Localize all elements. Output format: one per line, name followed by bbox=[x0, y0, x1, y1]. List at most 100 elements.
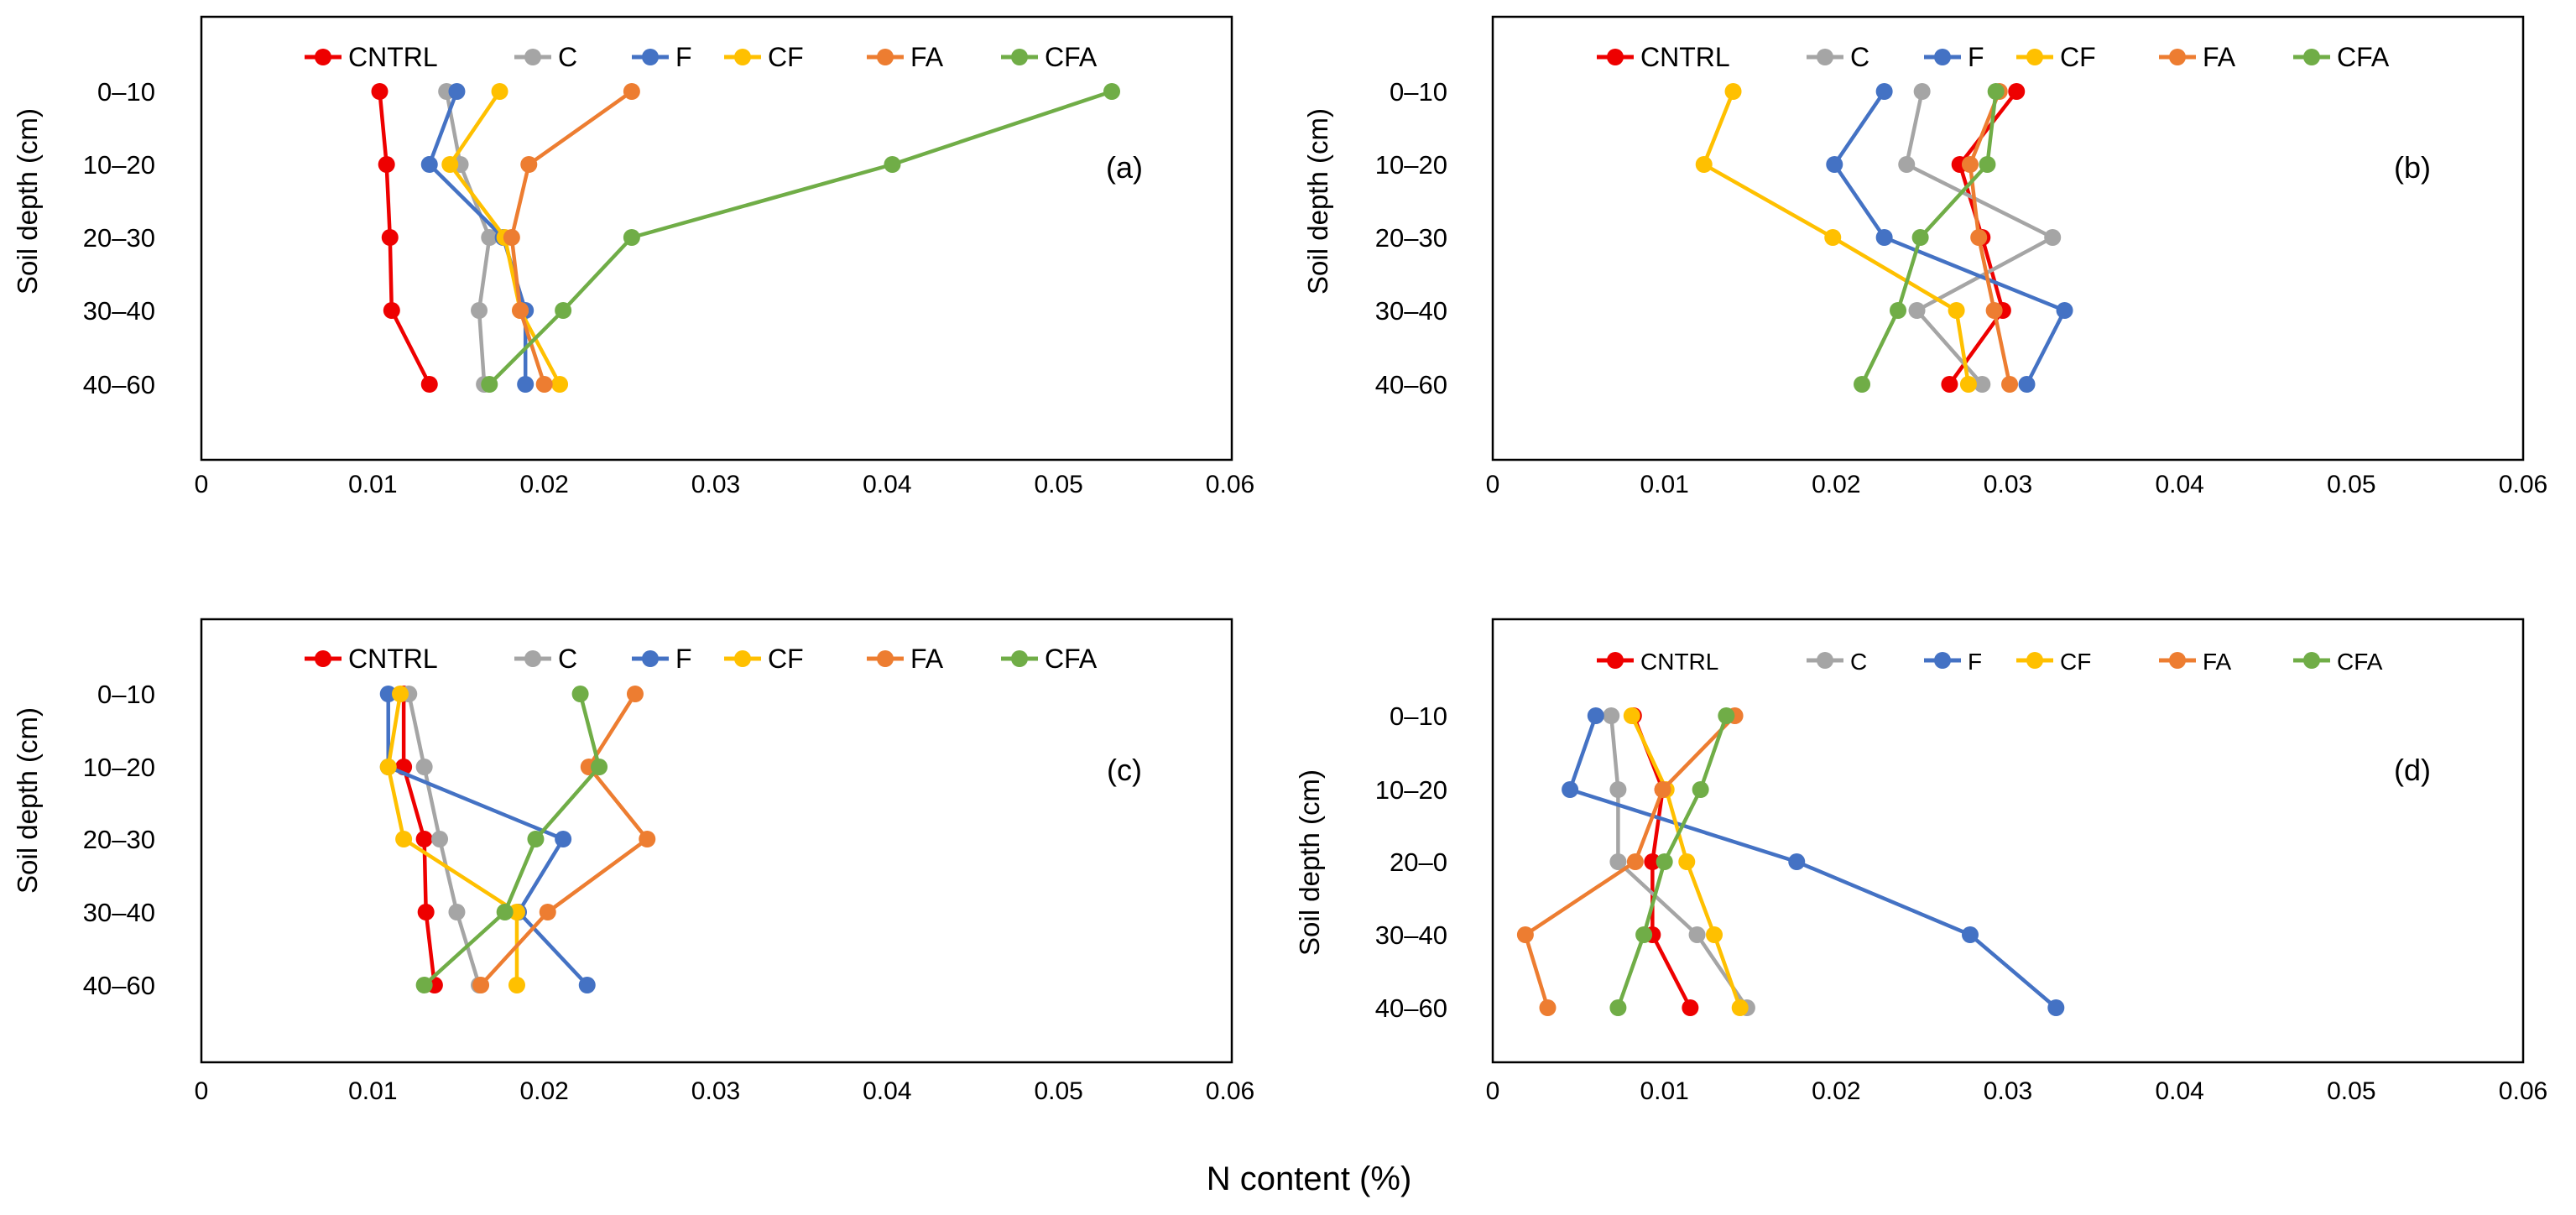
legend-swatch-marker bbox=[524, 49, 541, 65]
legend-swatch-marker bbox=[2303, 652, 2320, 669]
data-point-c bbox=[431, 831, 449, 847]
data-point-c bbox=[1974, 376, 1991, 393]
data-point-cf bbox=[1731, 999, 1749, 1016]
y-tick-label: 20–30 bbox=[83, 223, 155, 253]
data-point-fa bbox=[472, 977, 490, 993]
panel-label: (c) bbox=[1107, 753, 1142, 787]
x-tick-label: 0 bbox=[195, 1077, 209, 1105]
data-point-cntrl bbox=[415, 831, 433, 847]
x-tick-label: 0.02 bbox=[519, 1077, 568, 1105]
y-axis-title: Soil depth (cm) bbox=[12, 707, 43, 894]
data-point-cf bbox=[1623, 707, 1640, 724]
legend-label: FA bbox=[910, 42, 944, 72]
data-point-cntrl bbox=[378, 156, 395, 173]
legend-swatch-marker bbox=[2303, 49, 2320, 65]
x-tick-label: 0.04 bbox=[2155, 471, 2203, 498]
data-point-cntrl bbox=[1941, 376, 1958, 393]
data-point-fa bbox=[2001, 376, 2019, 393]
y-tick-label: 10–20 bbox=[1375, 150, 1447, 180]
chart-panel-2: 0 0.01 0.02 0.03 0.04 0.05 0.06 0–10 10–20 20–30 3… bbox=[1302, 15, 2547, 498]
panel-label: (b) bbox=[2394, 150, 2431, 185]
legend-swatch-marker bbox=[524, 650, 541, 667]
y-tick-label: 0–10 bbox=[1390, 701, 1447, 731]
data-point-cfa bbox=[884, 156, 901, 173]
chart-panel-3: 0 0.01 0.02 0.03 0.04 0.05 0.06 0–10 10–20 20–30 3… bbox=[12, 618, 1254, 1105]
data-point-fa bbox=[1985, 302, 2003, 319]
legend-swatch-marker bbox=[1011, 49, 1028, 65]
data-point-cfa bbox=[1854, 376, 1871, 393]
legend-swatch-marker bbox=[1934, 652, 1951, 669]
legend-label: CFA bbox=[2337, 42, 2390, 72]
legend-swatch-marker bbox=[734, 650, 751, 667]
y-tick-label: 30–40 bbox=[83, 898, 155, 927]
legend-label: CNTRL bbox=[1640, 42, 1730, 72]
y-tick-label: 30–40 bbox=[83, 296, 155, 326]
legend-label: CFA bbox=[1045, 42, 1098, 72]
legend-label: CF bbox=[768, 644, 804, 674]
legend-label: CNTRL bbox=[1640, 649, 1718, 675]
data-point-fa bbox=[1516, 926, 1534, 943]
panel-label: (a) bbox=[1106, 150, 1143, 185]
data-point-c bbox=[1913, 83, 1931, 100]
data-point-cfa bbox=[481, 376, 498, 393]
legend-swatch-marker bbox=[877, 49, 894, 65]
legend-label: CNTRL bbox=[348, 42, 438, 72]
data-point-cf bbox=[379, 759, 397, 775]
x-tick-label: 0.05 bbox=[2327, 1077, 2375, 1105]
legend-label: C bbox=[558, 644, 577, 674]
legend-swatch-marker bbox=[877, 650, 894, 667]
data-point-fa bbox=[535, 376, 553, 393]
legend-label: F bbox=[675, 42, 692, 72]
data-point-cfa bbox=[623, 229, 640, 246]
data-point-f bbox=[2056, 302, 2073, 319]
legend-label: CF bbox=[2060, 42, 2096, 72]
data-point-cf bbox=[1724, 83, 1742, 100]
x-tick-label: 0.03 bbox=[1984, 471, 2032, 498]
legend-label: CFA bbox=[2337, 649, 2383, 675]
y-tick-label: 10–20 bbox=[83, 150, 155, 180]
x-tick-label: 0.04 bbox=[2155, 1077, 2203, 1105]
plot-frame bbox=[200, 618, 1233, 1064]
data-point-cfa bbox=[1609, 999, 1627, 1016]
x-tick-label: 0.05 bbox=[2327, 471, 2375, 498]
data-point-fa bbox=[503, 229, 520, 246]
data-point-cf bbox=[551, 376, 569, 393]
data-point-f bbox=[517, 376, 534, 393]
data-point-cfa bbox=[1890, 302, 1907, 319]
x-tick-label: 0.01 bbox=[1640, 1077, 1688, 1105]
data-point-cf bbox=[491, 83, 508, 100]
y-tick-label: 10–20 bbox=[1375, 775, 1447, 805]
legend-label: C bbox=[558, 42, 577, 72]
x-tick-label: 0.03 bbox=[1984, 1077, 2032, 1105]
data-point-cfa bbox=[1635, 926, 1653, 943]
data-point-f bbox=[448, 83, 466, 100]
series-line-f bbox=[1833, 90, 2067, 386]
x-tick-label: 0 bbox=[1486, 471, 1500, 498]
data-point-c bbox=[2044, 229, 2062, 246]
legend-label: CF bbox=[768, 42, 804, 72]
y-tick-label: 20–30 bbox=[83, 825, 155, 854]
plot-frame bbox=[1491, 15, 2525, 461]
x-tick-label: 0.03 bbox=[691, 1077, 740, 1105]
legend-swatch-marker bbox=[642, 650, 659, 667]
data-point-cfa bbox=[527, 831, 545, 847]
chart-panel-4: 0 0.01 0.02 0.03 0.04 0.05 0.06 0–10 10–20 20–0 30… bbox=[1294, 618, 2547, 1105]
legend-label: CNTRL bbox=[348, 644, 438, 674]
plot-frame bbox=[1491, 618, 2525, 1064]
data-point-fa bbox=[639, 831, 656, 847]
y-axis-title: Soil depth (cm) bbox=[1294, 769, 1325, 956]
data-point-cfa bbox=[1656, 853, 1673, 870]
y-tick-label: 0–10 bbox=[1390, 77, 1447, 107]
data-point-f bbox=[1961, 926, 1979, 943]
data-point-c bbox=[1609, 853, 1627, 870]
data-point-cfa bbox=[591, 759, 608, 775]
data-point-cfa bbox=[415, 977, 433, 993]
data-point-f bbox=[2047, 999, 2065, 1016]
legend-label: CF bbox=[2060, 649, 2091, 675]
legend-swatch-marker bbox=[642, 49, 659, 65]
data-point-cfa bbox=[555, 302, 572, 319]
data-point-f bbox=[1875, 83, 1893, 100]
data-point-f bbox=[555, 831, 572, 847]
data-point-f bbox=[1826, 156, 1843, 173]
